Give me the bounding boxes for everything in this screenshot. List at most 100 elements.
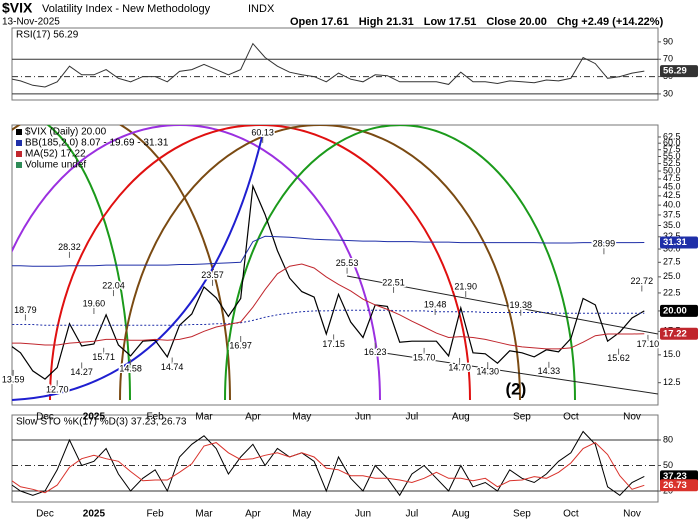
last-value-tag <box>660 479 698 492</box>
y-tick-label: 57.5 <box>663 144 681 154</box>
legend-swatch <box>16 151 22 157</box>
legend-swatch <box>16 129 22 135</box>
x-tick-label: Nov <box>623 509 641 520</box>
legend-label: BB(185,2.0) 8.07 - 19.69 - 31.31 <box>25 138 169 149</box>
y-tick-label: 62.5 <box>663 131 681 141</box>
legend-label: $VIX (Daily) 20.00 <box>25 127 107 138</box>
date: 13-Nov-2025 <box>2 17 60 28</box>
callout-label: 14.30 <box>476 367 499 377</box>
stoch-panel <box>11 414 659 503</box>
last-value-tag <box>660 304 698 317</box>
x-tick-label: Sep <box>513 412 531 423</box>
y-tick-label: 55.0 <box>663 151 681 161</box>
x-tick-label: Dec <box>36 412 54 423</box>
arc <box>224 125 576 401</box>
callout-label: 14.33 <box>538 366 561 376</box>
x-tick-label: Jul <box>405 509 418 520</box>
callout-label: 19.38 <box>509 300 532 310</box>
quote-stat: Open 17.61 <box>290 16 349 28</box>
last-value-label: 31.31 <box>663 237 687 248</box>
x-tick-label: Feb <box>146 412 164 423</box>
last-value-label: 20.00 <box>663 305 687 316</box>
callout-label: 22.04 <box>102 280 125 290</box>
legend-label: MA(52) 17.22 <box>25 149 86 160</box>
x-tick-label: Apr <box>245 509 261 520</box>
panel-title: RSI(17) 56.29 <box>16 30 79 41</box>
quote-stat: High 21.31 <box>359 16 414 28</box>
callout-label: 14.58 <box>119 364 142 374</box>
quote-stat: Chg +2.49 (+14.22%) <box>557 16 664 28</box>
y-tick-label: 45.0 <box>663 182 681 192</box>
legend-swatch <box>16 162 22 168</box>
y-tick-label: 15.0 <box>663 349 681 359</box>
callout-label: 17.10 <box>637 339 660 349</box>
panel-title: Slow STO %K(17) %D(3) 37.23, 26.73 <box>16 417 187 428</box>
series-line <box>12 441 645 494</box>
callout-label: 17.15 <box>322 339 345 349</box>
symbol: $VIX <box>2 0 33 16</box>
arc <box>46 125 131 401</box>
callout-label: 16.97 <box>229 340 252 350</box>
y-tick-label: 90 <box>663 36 673 46</box>
last-value-label: 56.29 <box>663 66 687 77</box>
y-tick-label: 40.0 <box>663 199 681 209</box>
x-tick-label: Nov <box>623 412 641 423</box>
callout-label: 19.48 <box>424 299 447 309</box>
last-value-label: 26.73 <box>663 480 687 491</box>
y-tick-label: 30 <box>663 88 673 98</box>
callout-label: 12.70 <box>46 385 69 395</box>
arc <box>49 125 471 401</box>
x-tick-label: Apr <box>245 412 261 423</box>
y-tick-label: 52.5 <box>663 158 681 168</box>
x-tick-label: May <box>292 412 311 423</box>
callout-label: 60.13 <box>251 127 274 137</box>
legend-label: Volume undef <box>25 160 86 171</box>
x-tick-label: Oct <box>563 509 579 520</box>
x-tick-label: Jun <box>355 412 371 423</box>
callout-label: 19.60 <box>83 298 106 308</box>
x-tick-label: Mar <box>195 509 213 520</box>
callout-label: 21.90 <box>454 281 477 291</box>
arc <box>119 125 521 401</box>
y-tick-label: 32.5 <box>663 231 681 241</box>
legend-swatch <box>16 140 22 146</box>
trendline <box>377 351 658 395</box>
series-line <box>12 263 645 350</box>
x-tick-label: May <box>292 509 311 520</box>
y-tick-label: 47.5 <box>663 173 681 183</box>
x-tick-label: 2025 <box>83 509 106 520</box>
y-tick-label: 50 <box>663 460 673 470</box>
callout-label: 22.51 <box>382 277 405 287</box>
last-value-tag <box>660 65 698 78</box>
y-tick-label: 12.5 <box>663 377 681 387</box>
panel-borders <box>11 27 659 503</box>
callout-label: 15.71 <box>92 352 115 362</box>
callout-label: 14.74 <box>161 362 184 372</box>
y-tick-label: 35.0 <box>663 220 681 230</box>
callout-label: 22.72 <box>631 276 654 286</box>
callout-label: 28.32 <box>58 242 81 252</box>
last-value-tag <box>660 236 698 249</box>
x-tick-label: Aug <box>452 509 470 520</box>
last-value-label: 17.22 <box>663 328 687 339</box>
y-tick-label: 27.5 <box>663 257 681 267</box>
series-line <box>12 183 645 380</box>
callout-label: 14.27 <box>70 367 93 377</box>
callout-label: 15.62 <box>607 353 630 363</box>
quote-stat: Low 17.51 <box>424 16 477 28</box>
callout-label: 25.53 <box>336 258 359 268</box>
callout-label: 28.99 <box>593 239 616 249</box>
y-tick-label: 70 <box>663 54 673 64</box>
callout-label: 14.70 <box>448 362 471 372</box>
callout-label: 18.79 <box>14 305 37 315</box>
x-tick-label: Oct <box>563 412 579 423</box>
series-line <box>12 430 645 497</box>
instrument-name: Volatility Index - New Methodology <box>42 3 211 15</box>
x-tick-label: Feb <box>146 509 164 520</box>
series-line <box>12 42 645 88</box>
x-tick-label: Jul <box>405 412 418 423</box>
y-tick-label: 80 <box>663 434 673 444</box>
callout-label: 16.23 <box>364 347 387 357</box>
last-value-label: 37.23 <box>663 471 687 482</box>
